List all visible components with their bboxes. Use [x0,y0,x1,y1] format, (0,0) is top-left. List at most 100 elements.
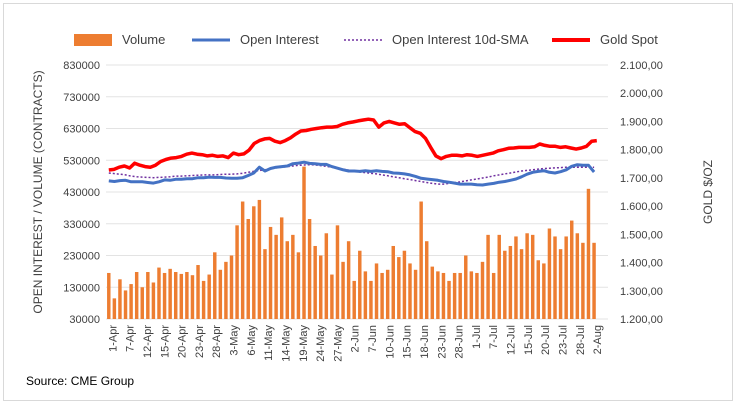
legend-label: Gold Spot [600,32,658,47]
x-tick-label: 2-Jun [350,325,362,353]
chart-frame: Volume Open Interest Open Interest 10d-SMA… [3,3,733,401]
volume-bar [508,245,513,319]
x-tick-label: 3-May [229,325,241,356]
volume-bar [581,242,585,319]
right-tick-label: 2.000,00 [620,88,663,100]
x-tick-label: 19-May [298,325,310,362]
volume-bar [525,233,529,319]
volume-bar [179,273,184,319]
x-tick-label: 15-Jun [402,325,414,359]
volume-bar [274,234,278,319]
volume-bar [240,201,245,319]
volume-bar [279,217,284,319]
right-tick-label: 1.900,00 [620,116,663,128]
volume-bar [447,280,451,319]
volume-bar [140,287,144,319]
open-interest-line [108,160,596,187]
right-tick-label: 1.400,00 [620,258,663,270]
x-tick-label: 27-May [332,325,344,362]
x-tick-label: 23-Jul [557,325,569,355]
volume-bar [173,272,178,319]
volume-bar [218,269,223,319]
left-tick-label: 330000 [63,219,100,231]
volume-bar [151,282,156,319]
volume-bar [514,236,518,319]
volume-bar [458,272,462,319]
volume-bar [424,241,429,319]
volume-bar [436,271,440,319]
volume-bar [570,220,574,319]
x-tick-label: 2-Aug [592,325,604,354]
volume-bar [553,236,557,319]
left-axis-ticks: 30000 130000 230000 330000 430000 530000 63000… [63,60,100,326]
x-tick-label: 7-Apr [125,325,137,352]
x-tick-label: 28-Apr [211,325,223,358]
volume-bar [134,272,139,319]
volume-bar [296,252,301,319]
volume-bar [530,234,535,319]
legend-label: Open Interest 10d-SMA [392,32,529,47]
x-tick-label: 20-Apr [177,325,189,358]
x-tick-label: 1-Apr [107,325,119,352]
right-tick-label: 1.700,00 [620,173,663,185]
right-tick-label: 1.300,00 [620,286,663,298]
volume-bar [185,272,189,319]
gridlines [106,64,608,320]
x-tick-label: 18-Jun [419,325,431,359]
left-tick-label: 730000 [63,92,100,104]
legend-label: Open Interest [240,32,319,47]
left-tick-label: 230000 [63,251,100,263]
volume-bar [123,290,128,319]
volume-bar [341,261,345,319]
right-tick-label: 1.200,00 [620,314,663,326]
volume-bar [402,250,407,319]
volume-bar [363,271,368,319]
volume-bar [168,268,172,319]
x-tick-label: 12-Jul [506,325,518,355]
x-tick-label: 7-Jul [488,325,500,349]
volume-bar [469,271,474,319]
volume-bar [358,250,362,319]
volume-bar [252,206,256,319]
right-tick-label: 2.100,00 [620,60,663,72]
right-tick-label: 1.500,00 [620,229,663,241]
volume-bar [430,266,435,319]
volume-bar [486,234,490,319]
left-tick-label: 630000 [63,124,100,136]
volume-bar [452,272,457,319]
volume-bar [558,249,563,319]
volume-bar [335,225,340,319]
volume-bar [497,234,501,319]
x-tick-label: 23-Jun [436,325,448,359]
volume-bar [268,226,273,319]
x-tick-label: 10-Jun [384,325,396,359]
x-tick-label: 28-Jul [575,325,587,355]
volume-bar [352,280,356,319]
left-axis-title: OPEN INTEREST / VOLUME (CONTRACTS) [31,70,45,313]
volume-bar [213,252,217,319]
volume-bar [441,272,446,319]
volume-bar [397,257,401,319]
volume-bar [201,280,206,319]
legend-label: Volume [122,32,165,47]
volume-bar [129,284,133,319]
volume-bar [302,166,306,319]
volume-bar [285,241,290,319]
volume-bar [346,241,351,319]
volume-bar [313,245,317,319]
volume-bar [592,242,596,319]
volume-bar [491,272,496,319]
x-tick-label: 7-Jun [367,325,379,353]
volume-bar [107,272,111,319]
x-tick-label: 28-Jun [454,325,466,359]
volume-bar [419,201,423,319]
x-tick-label: 12-Apr [142,325,154,358]
volume-bar [190,275,195,319]
right-axis-title: GOLD $/OZ [701,160,715,224]
left-tick-label: 130000 [63,282,100,294]
volume-bar [257,199,262,319]
volume-bar [307,218,312,319]
volume-bar [224,261,228,319]
volume-bar [475,272,479,319]
volume-bar [196,265,200,319]
